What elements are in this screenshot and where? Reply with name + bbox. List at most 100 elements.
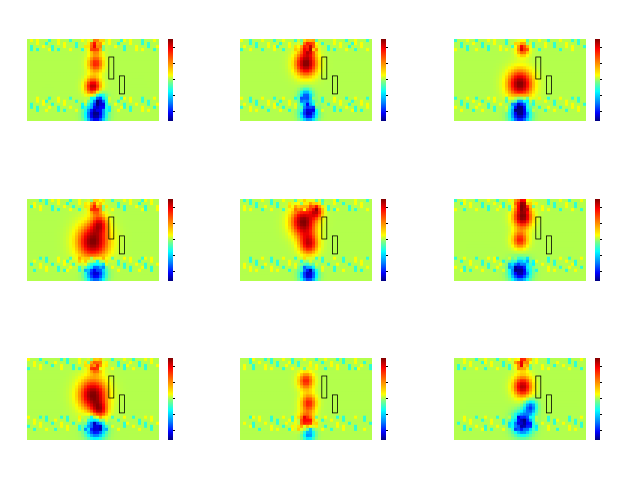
heatmap-cell <box>246 84 250 89</box>
heatmap-cell <box>574 57 578 61</box>
heatmap-cell <box>147 45 151 49</box>
heatmap-cell <box>141 84 145 89</box>
heatmap-cell <box>66 42 70 46</box>
heatmap-cell <box>117 244 121 249</box>
heatmap-cell <box>243 96 247 101</box>
heatmap-cell <box>559 102 563 107</box>
heatmap-cell <box>526 111 530 116</box>
heatmap-cell <box>580 105 584 110</box>
heatmap-cell <box>520 87 524 92</box>
heatmap-cell <box>321 39 325 43</box>
heatmap-cell <box>345 72 349 76</box>
heatmap-cell <box>288 208 292 212</box>
heatmap-cell <box>69 262 73 267</box>
heatmap-cell <box>39 102 43 107</box>
heatmap-cell <box>78 235 82 239</box>
heatmap-cell <box>90 69 94 73</box>
heatmap-cell <box>526 90 530 95</box>
heatmap-cell <box>529 63 533 67</box>
heatmap-cell <box>312 78 316 83</box>
heatmap-cell <box>333 102 337 107</box>
heatmap-cell <box>339 63 343 67</box>
heatmap-cell <box>562 51 566 55</box>
heatmap-cell <box>90 223 94 227</box>
heatmap-cell <box>150 265 154 270</box>
heatmap-cell <box>300 66 304 70</box>
heatmap-cell <box>66 268 70 273</box>
heatmap-cell <box>357 199 361 203</box>
heatmap-cell <box>150 99 154 104</box>
heatmap-cell <box>87 90 91 95</box>
heatmap-cell <box>532 54 536 58</box>
heatmap-cell <box>457 117 461 121</box>
heatmap-cell <box>327 51 331 55</box>
heatmap-cell <box>45 226 49 230</box>
heatmap-cell <box>30 235 34 239</box>
heatmap-cell <box>129 208 133 212</box>
heatmap-cell <box>72 262 76 267</box>
heatmap-cell <box>102 214 106 218</box>
heatmap-cell <box>487 78 491 83</box>
heatmap-cell <box>261 114 265 119</box>
heatmap-cell <box>93 247 97 252</box>
heatmap-cell <box>577 114 581 119</box>
heatmap-cell <box>75 232 79 236</box>
heatmap-cell <box>514 69 518 73</box>
heatmap-cell <box>138 220 142 224</box>
heatmap-cell <box>57 105 61 110</box>
heatmap-cell <box>105 229 109 233</box>
heatmap-cell <box>72 63 76 67</box>
heatmap-cell <box>508 60 512 64</box>
heatmap-cell <box>60 199 64 203</box>
heatmap-cell <box>66 78 70 83</box>
heatmap-cell <box>547 39 551 43</box>
heatmap-cell <box>129 66 133 70</box>
heatmap-cell <box>303 45 307 49</box>
heatmap-cell <box>366 102 370 107</box>
heatmap-cell <box>294 45 298 49</box>
heatmap-cell <box>102 105 106 110</box>
heatmap-cell <box>336 93 340 98</box>
heatmap-cell <box>153 54 157 58</box>
heatmap-cell <box>457 108 461 113</box>
heatmap-cell <box>571 42 575 46</box>
heatmap-cell <box>51 265 55 270</box>
heatmap-cell <box>99 60 103 64</box>
heatmap-cell <box>54 105 58 110</box>
heatmap-cell <box>51 105 55 110</box>
heatmap-cell <box>571 96 575 101</box>
heatmap-cell <box>559 114 563 119</box>
heatmap-cell <box>36 268 40 273</box>
heatmap-cell <box>126 84 130 89</box>
heatmap-cell <box>81 102 85 107</box>
heatmap-cell <box>264 69 268 73</box>
heatmap-cell <box>153 253 157 258</box>
heatmap-cell <box>243 208 247 212</box>
heatmap-cell <box>255 60 259 64</box>
heatmap-cell <box>526 99 530 104</box>
heatmap-cell <box>36 220 40 224</box>
heatmap-cell <box>460 84 464 89</box>
heatmap-cell <box>514 114 518 119</box>
heatmap-cell <box>273 81 277 86</box>
heatmap-cell <box>141 69 145 73</box>
heatmap-cell <box>523 60 527 64</box>
heatmap-cell <box>84 48 88 52</box>
heatmap-cell <box>123 66 127 70</box>
heatmap-cell <box>559 42 563 46</box>
colorbar-tick <box>386 111 388 112</box>
heatmap-cell <box>457 57 461 61</box>
heatmap-cell <box>36 250 40 255</box>
heatmap-cell <box>240 42 244 46</box>
heatmap-cell <box>33 202 37 206</box>
heatmap-cell <box>339 54 343 58</box>
heatmap-cell <box>249 69 253 73</box>
heatmap-cell <box>75 51 79 55</box>
heatmap-cell <box>96 262 100 267</box>
heatmap-cell <box>306 211 310 215</box>
heatmap-cell <box>514 45 518 49</box>
heatmap-cell <box>108 48 112 52</box>
heatmap-cell <box>42 241 46 246</box>
heatmap-cell <box>39 223 43 227</box>
heatmap-cell <box>141 274 145 279</box>
